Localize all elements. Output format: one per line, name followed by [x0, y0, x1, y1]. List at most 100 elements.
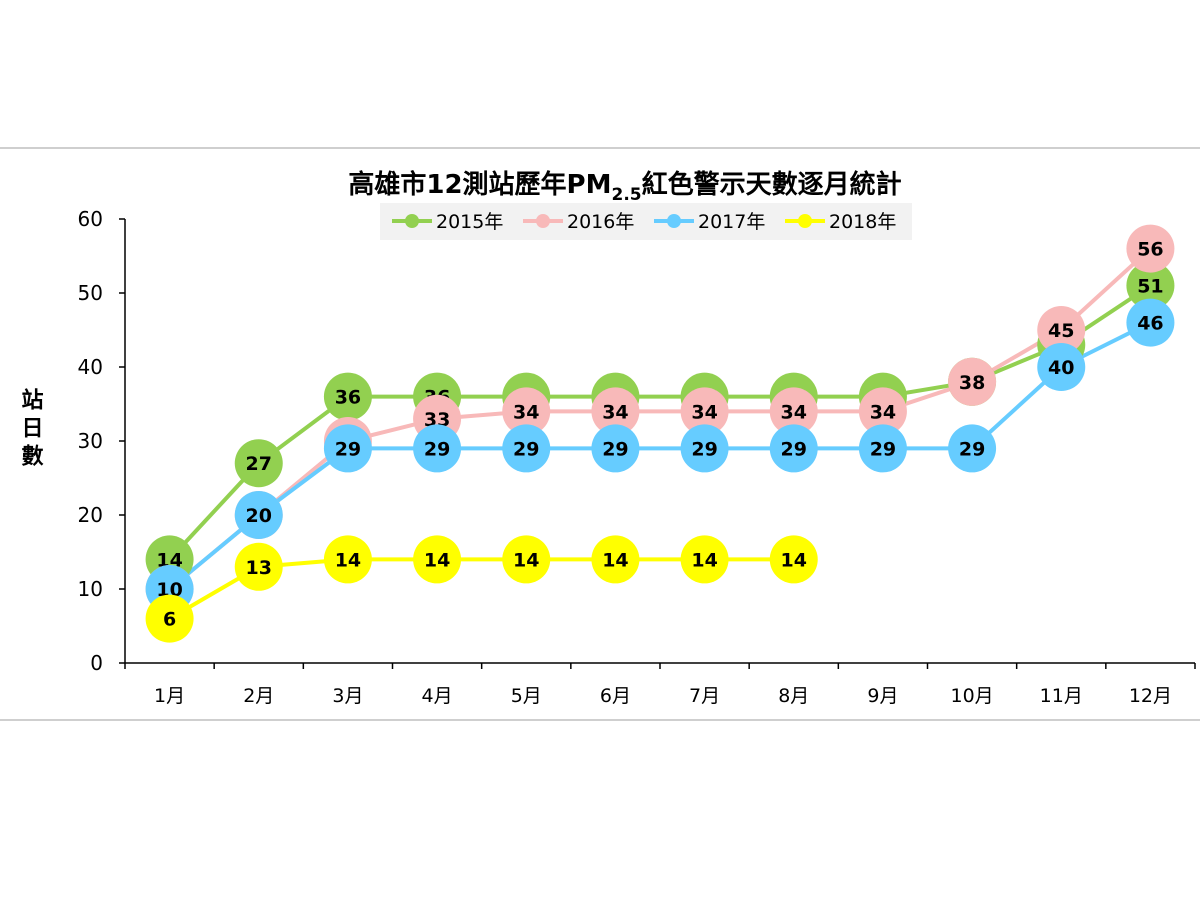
data-point-marker — [323, 372, 372, 421]
data-label: 14 — [602, 549, 628, 571]
legend-label: 2015年 — [436, 211, 503, 233]
data-point-marker — [591, 387, 640, 436]
x-tick-label: 7月 — [689, 685, 720, 707]
data-point: 14 — [591, 535, 640, 584]
data-label: 14 — [335, 549, 361, 571]
data-point: 14 — [413, 535, 462, 584]
data-point: 45 — [1037, 306, 1086, 354]
data-point: 14 — [680, 535, 729, 584]
data-point-marker — [502, 535, 551, 584]
legend-label: 2016年 — [567, 211, 634, 233]
data-point-marker — [591, 535, 640, 584]
data-label: 34 — [781, 401, 807, 423]
data-point: 29 — [858, 424, 907, 473]
data-label: 34 — [513, 401, 539, 423]
data-point: 56 — [1126, 224, 1175, 273]
legend-item: 2015年 — [392, 211, 503, 233]
data-point: 29 — [680, 424, 729, 473]
x-tick-label: 1月 — [154, 685, 185, 707]
y-tick-label: 10 — [78, 577, 103, 601]
data-label: 29 — [870, 438, 896, 460]
data-point-marker — [413, 535, 462, 584]
y-tick-label: 30 — [78, 429, 103, 453]
data-point: 40 — [1037, 343, 1086, 391]
x-tick-label: 4月 — [422, 685, 453, 707]
data-point-marker — [680, 535, 729, 584]
legend-label: 2017年 — [698, 211, 765, 233]
data-label: 34 — [602, 401, 628, 423]
data-point-marker — [323, 424, 372, 473]
data-label: 38 — [959, 372, 985, 394]
data-point-marker — [1037, 343, 1086, 391]
data-label: 27 — [246, 453, 272, 475]
data-point: 34 — [502, 387, 551, 436]
data-point: 29 — [413, 424, 462, 473]
data-label: 29 — [335, 438, 361, 460]
legend-marker — [798, 214, 812, 228]
data-label: 29 — [424, 438, 450, 460]
data-point-marker — [680, 424, 729, 473]
data-point: 34 — [591, 387, 640, 436]
data-point-marker — [502, 387, 551, 436]
x-axis: 1月 2月 3月 4月 5月 6月 7月 8月 9月 10月 11月 12月 — [124, 662, 1196, 707]
chart-title-subscript: 2.5 — [611, 185, 641, 205]
data-label: 46 — [1137, 313, 1163, 335]
x-tick-label: 8月 — [778, 685, 809, 707]
chart-title-suffix: 紅色警示天數逐月統計 — [642, 169, 902, 200]
y-tick-label: 60 — [78, 207, 103, 231]
data-point: 29 — [591, 424, 640, 473]
data-point-marker — [591, 424, 640, 473]
data-point: 27 — [234, 439, 283, 488]
data-label: 29 — [959, 438, 985, 460]
data-point: 6 — [145, 594, 194, 643]
data-label: 14 — [691, 549, 717, 571]
y-tick-label: 0 — [90, 651, 103, 675]
legend-marker — [536, 214, 550, 228]
data-point: 34 — [769, 387, 818, 436]
chart-title: 高雄市12測站歷年PM2.5紅色警示天數逐月統計 — [348, 169, 901, 205]
data-label: 29 — [513, 438, 539, 460]
legend-marker — [405, 214, 419, 228]
data-label: 20 — [246, 505, 272, 527]
x-tick-label: 5月 — [511, 685, 542, 707]
data-point-marker — [858, 387, 907, 436]
data-point-marker — [948, 424, 997, 473]
data-point: 29 — [769, 424, 818, 473]
data-point-marker — [948, 357, 997, 406]
data-point-marker — [234, 439, 283, 488]
data-label: 34 — [870, 401, 896, 423]
data-point: 13 — [234, 542, 283, 591]
data-point-marker — [769, 535, 818, 584]
data-point-marker — [234, 542, 283, 591]
data-label: 29 — [602, 438, 628, 460]
data-point: 46 — [1126, 298, 1175, 347]
data-point: 34 — [858, 387, 907, 436]
data-label: 51 — [1137, 276, 1163, 298]
legend-item: 2017年 — [654, 211, 765, 233]
data-point: 38 — [948, 357, 997, 406]
legend-item: 2018年 — [785, 211, 896, 233]
data-label: 29 — [781, 438, 807, 460]
data-point-marker — [145, 594, 194, 643]
x-tick-label: 12月 — [1129, 685, 1172, 707]
data-point-marker — [323, 535, 372, 584]
data-point-marker — [858, 424, 907, 473]
data-label: 6 — [163, 609, 176, 631]
data-point: 14 — [502, 535, 551, 584]
legend-item: 2016年 — [523, 211, 634, 233]
data-point: 29 — [323, 424, 372, 473]
y-tick-label: 40 — [78, 355, 103, 379]
data-label: 36 — [335, 387, 361, 409]
data-point-marker — [1126, 261, 1175, 310]
data-point-marker — [769, 387, 818, 436]
data-point: 14 — [323, 535, 372, 584]
data-label: 14 — [156, 549, 182, 571]
x-tick-label: 10月 — [950, 685, 993, 707]
data-point: 29 — [502, 424, 551, 473]
series-layer: 1427363636363636363843511020303334343434… — [145, 224, 1175, 643]
data-point: 36 — [323, 372, 372, 421]
data-label: 45 — [1048, 320, 1074, 342]
data-label: 14 — [513, 549, 539, 571]
data-point: 34 — [680, 387, 729, 436]
